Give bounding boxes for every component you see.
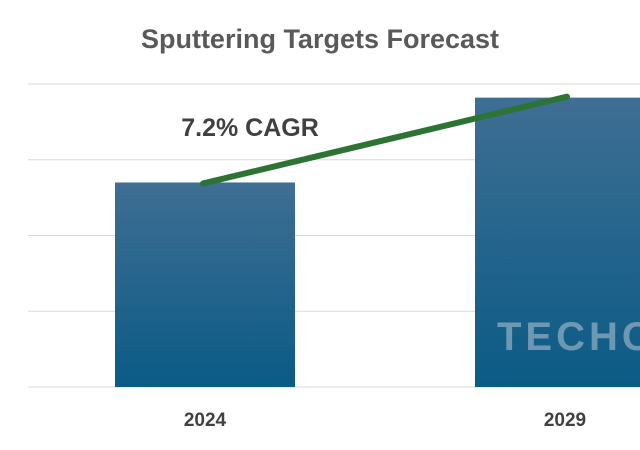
bar-2024 — [115, 182, 295, 387]
cagr-annotation: 7.2% CAGR — [181, 114, 319, 142]
chart-title: Sputtering Targets Forecast — [141, 24, 499, 54]
bar-2029 — [475, 97, 640, 387]
bars — [115, 97, 640, 387]
trend-line-group — [200, 93, 570, 187]
watermark: TECHC — [497, 315, 640, 359]
x-tick-label: 2029 — [544, 410, 586, 431]
trend-line — [200, 93, 570, 187]
x-tick-label: 2024 — [184, 410, 227, 431]
x-axis-ticks: 2024 2029 — [184, 410, 586, 431]
